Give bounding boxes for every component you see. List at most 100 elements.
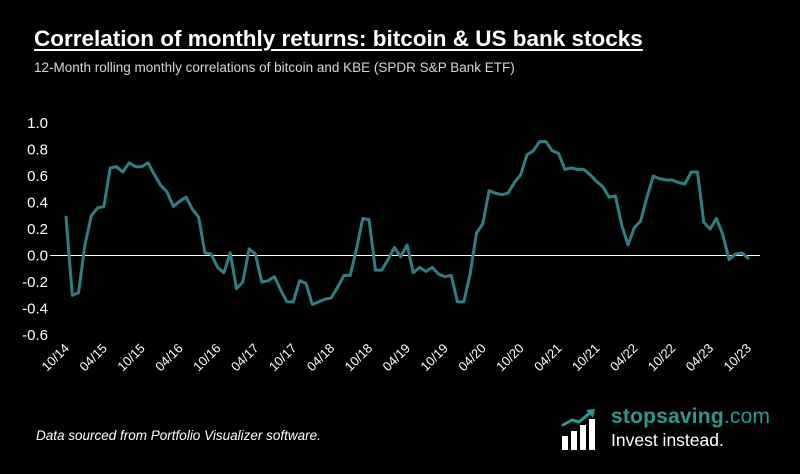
x-tick-label: 10/21 <box>569 341 603 375</box>
data-point <box>216 266 218 268</box>
data-point <box>311 303 313 305</box>
x-tick-label: 04/16 <box>152 341 186 375</box>
series-line <box>64 140 750 306</box>
data-point <box>229 252 231 254</box>
brand-name: stopsaving.com <box>611 405 770 429</box>
data-point <box>115 166 117 168</box>
data-point <box>526 154 528 156</box>
data-point <box>456 301 458 303</box>
data-point <box>652 175 654 177</box>
data-point <box>242 281 244 283</box>
data-point <box>185 196 187 198</box>
data-point <box>298 280 300 282</box>
data-point <box>172 205 174 207</box>
brand-tagline: Invest instead. <box>611 430 724 450</box>
data-point <box>223 272 225 274</box>
data-point <box>368 219 370 221</box>
x-tick-label: 10/23 <box>721 341 755 375</box>
data-point <box>747 257 749 259</box>
data-point <box>532 150 534 152</box>
brand-block[interactable]: stopsaving.com Invest instead. <box>560 404 780 456</box>
chart-title: Correlation of monthly returns: bitcoin … <box>34 26 643 51</box>
data-point <box>96 207 98 209</box>
data-point <box>267 280 269 282</box>
y-tick-label: 0.0 <box>27 248 48 265</box>
data-point <box>621 224 623 226</box>
data-point <box>589 174 591 176</box>
data-point <box>362 217 364 219</box>
x-tick-label: 10/16 <box>190 341 224 375</box>
data-point <box>734 253 736 255</box>
data-point <box>595 180 597 182</box>
x-tick-label: 04/20 <box>455 341 489 375</box>
data-point <box>406 244 408 246</box>
data-point <box>305 282 307 284</box>
chart-subtitle: 12-Month rolling monthly correlations of… <box>34 60 515 75</box>
bar-chart-growth-icon <box>561 409 595 450</box>
data-point <box>400 256 402 258</box>
data-point <box>728 258 730 260</box>
data-point <box>715 217 717 219</box>
data-point <box>286 301 288 303</box>
data-point <box>564 168 566 170</box>
data-point <box>248 248 250 250</box>
data-point <box>261 281 263 283</box>
data-point <box>393 246 395 248</box>
data-point <box>494 192 496 194</box>
y-tick-label: -0.4 <box>22 301 48 318</box>
data-point <box>690 171 692 173</box>
data-point <box>191 208 193 210</box>
data-point <box>482 223 484 225</box>
x-tick-label: 10/20 <box>493 341 527 375</box>
x-tick-label: 10/15 <box>114 341 148 375</box>
data-point <box>545 140 547 142</box>
data-point <box>570 167 572 169</box>
data-point <box>160 184 162 186</box>
data-point <box>381 269 383 271</box>
data-point <box>412 272 414 274</box>
y-tick-label: 1.0 <box>27 115 48 132</box>
data-point <box>273 276 275 278</box>
data-point <box>431 266 433 268</box>
data-point <box>488 189 490 191</box>
data-point <box>292 301 294 303</box>
data-point <box>665 179 667 181</box>
data-point <box>324 298 326 300</box>
data-point <box>355 248 357 250</box>
data-point <box>576 168 578 170</box>
data-point <box>254 253 256 255</box>
data-point <box>90 215 92 217</box>
data-point <box>677 181 679 183</box>
data-point <box>513 181 515 183</box>
data-point <box>179 200 181 202</box>
data-point <box>450 274 452 276</box>
data-point <box>633 227 635 229</box>
data-point <box>147 162 149 164</box>
data-point <box>551 150 553 152</box>
y-tick-label: 0.8 <box>27 142 48 159</box>
data-point <box>280 289 282 291</box>
data-point <box>437 273 439 275</box>
x-tick-label: 04/22 <box>607 341 641 375</box>
y-tick-label: -0.2 <box>22 274 48 291</box>
data-point <box>103 205 105 207</box>
data-point <box>684 183 686 185</box>
data-point <box>141 166 143 168</box>
data-point <box>387 258 389 260</box>
x-tick-label: 04/19 <box>380 341 414 375</box>
data-point <box>65 216 67 218</box>
data-point <box>583 168 585 170</box>
data-point <box>128 162 130 164</box>
y-tick-label: 0.4 <box>27 195 48 212</box>
data-point <box>469 273 471 275</box>
data-point <box>703 221 705 223</box>
x-tick-label: 10/22 <box>645 341 679 375</box>
x-tick-label: 04/23 <box>683 341 717 375</box>
data-point <box>475 232 477 234</box>
y-tick-label: -0.6 <box>22 327 48 344</box>
data-point <box>84 244 86 246</box>
data-point <box>463 301 465 303</box>
data-point <box>722 233 724 235</box>
x-tick-label: 10/14 <box>39 341 73 375</box>
